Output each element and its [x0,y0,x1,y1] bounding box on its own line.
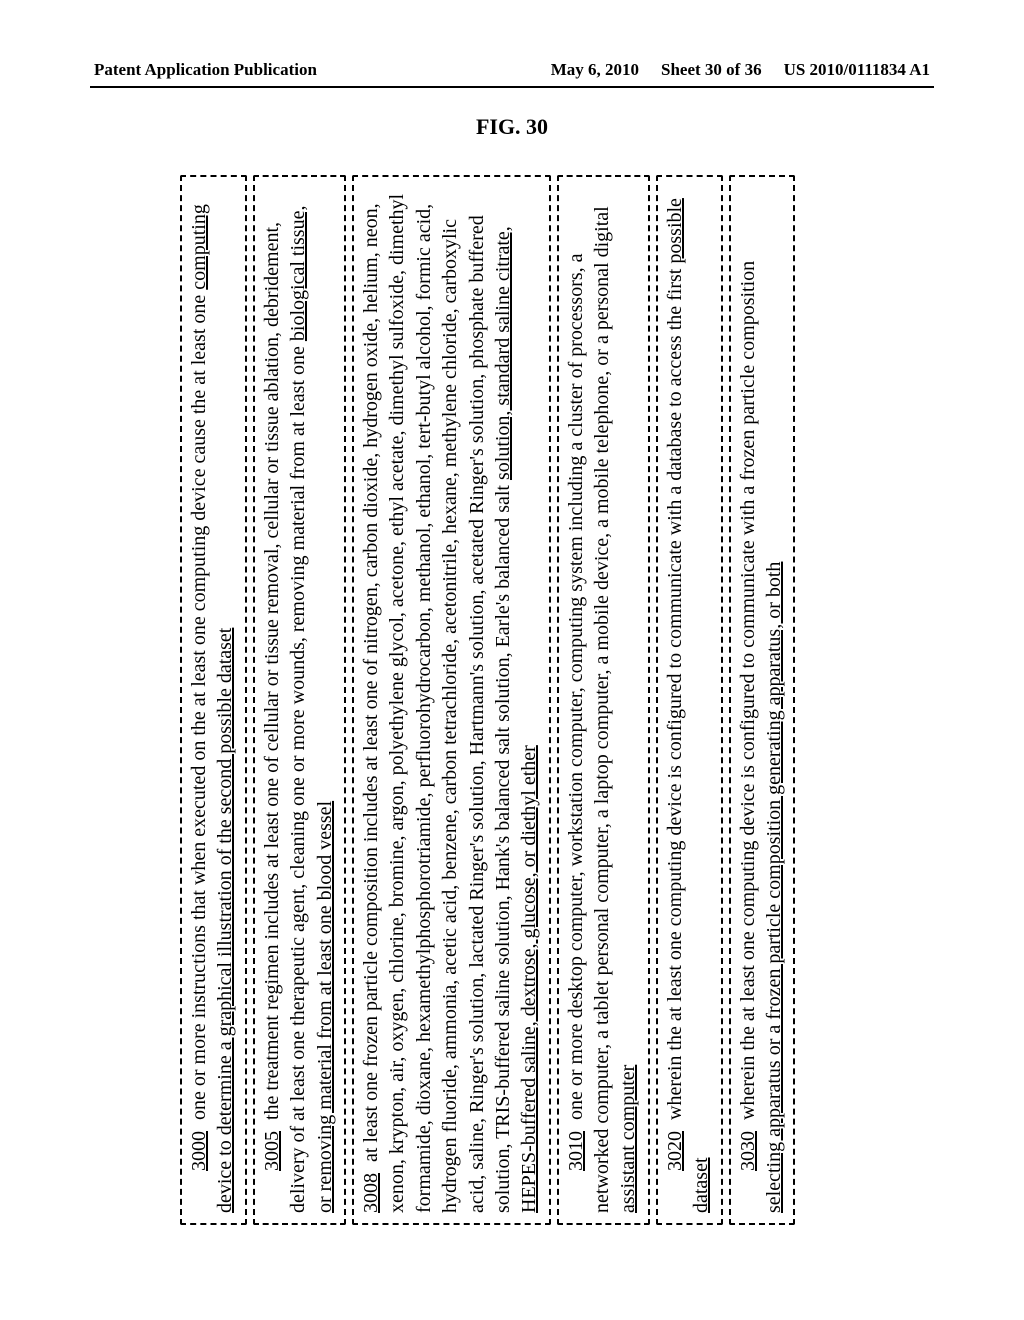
claim-text: at least one frozen particle composition… [360,194,540,1213]
claim-box-3008: 3008 at least one frozen particle compos… [352,175,551,1225]
claim-box-3030: 3030 wherein the at least one computing … [729,175,796,1225]
page-header: Patent Application Publication May 6, 20… [90,60,934,80]
claim-num: 3010 [565,1131,587,1171]
header-sheet: Sheet 30 of 36 [661,60,762,80]
header-rule [90,86,934,88]
claim-text: wherein the at least one computing devic… [664,198,712,1213]
header-date: May 6, 2010 [551,60,639,80]
claim-box-3005: 3005 the treatment regimen includes at l… [253,175,346,1225]
claim-box-3000: 3000 one or more instructions that when … [180,175,247,1225]
claim-text: wherein the at least one computing devic… [737,261,785,1213]
claim-num: 3000 [188,1131,210,1171]
claim-num: 3005 [261,1131,283,1171]
patent-page: Patent Application Publication May 6, 20… [0,0,1024,1320]
claim-text: the treatment regimen includes at least … [261,206,336,1213]
claim-box-3020: 3020 wherein the at least one computing … [656,175,723,1225]
claim-text: one or more instructions that when execu… [188,204,236,1213]
claim-num: 3008 [360,1173,382,1213]
header-right: May 6, 2010 Sheet 30 of 36 US 2010/01118… [551,60,930,80]
rotated-content: 3000 one or more instructions that when … [180,175,830,1225]
claim-text: one or more desktop computer, workstatio… [565,206,640,1213]
figure-label: FIG. 30 [90,114,934,140]
claim-num: 3030 [737,1131,759,1171]
claim-box-3010: 3010 one or more desktop computer, works… [557,175,650,1225]
header-pubno: US 2010/0111834 A1 [784,60,930,80]
claim-num: 3020 [664,1131,686,1171]
header-left: Patent Application Publication [94,60,317,80]
